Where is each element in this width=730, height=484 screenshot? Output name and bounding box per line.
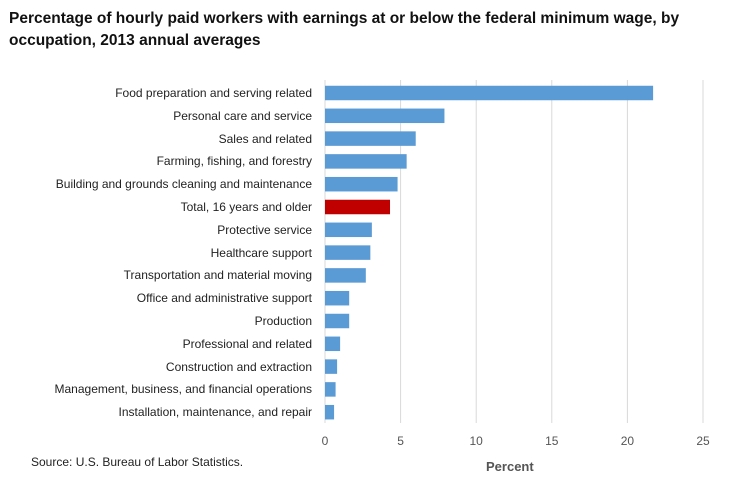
bar [325, 131, 416, 146]
bar [325, 313, 350, 329]
category-label: Office and administrative support [136, 291, 312, 306]
bar [325, 268, 366, 283]
bar [325, 336, 341, 352]
x-axis-label: Percent [486, 459, 534, 474]
x-tick-label: 15 [545, 434, 559, 448]
bar [325, 176, 398, 192]
bar [325, 382, 336, 397]
source-note: Source: U.S. Bureau of Labor Statistics. [31, 455, 244, 469]
bar [325, 154, 407, 169]
bar [325, 359, 338, 374]
bar [325, 85, 654, 101]
x-tick-label: 10 [469, 434, 483, 448]
x-tick-label: 25 [696, 434, 710, 448]
category-label: Construction and extraction [165, 359, 312, 374]
category-label: Protective service [217, 222, 312, 237]
category-label: Professional and related [182, 336, 312, 351]
category-label: Total, 16 years and older [180, 200, 312, 214]
category-label: Transportation and material moving [123, 268, 312, 283]
category-label: Healthcare support [210, 245, 312, 260]
category-label: Sales and related [218, 131, 312, 146]
bar [325, 404, 335, 420]
bar [325, 222, 372, 238]
bar [325, 108, 445, 124]
category-label: Installation, maintenance, and repair [118, 405, 312, 420]
x-tick-label: 5 [397, 434, 404, 448]
bar [325, 199, 391, 215]
x-tick-label: 20 [620, 434, 635, 448]
category-label: Farming, fishing, and forestry [156, 154, 312, 169]
category-label: Production [254, 314, 312, 328]
category-label: Building and grounds cleaning and mainte… [55, 177, 312, 192]
category-label: Personal care and service [173, 108, 312, 123]
category-label: Food preparation and serving related [115, 86, 312, 100]
chart-title: Percentage of hourly paid workers with e… [9, 10, 680, 49]
category-label: Management, business, and financial oper… [54, 382, 313, 397]
bar [325, 245, 371, 260]
bar [325, 290, 350, 306]
x-tick-label: 0 [321, 434, 329, 448]
